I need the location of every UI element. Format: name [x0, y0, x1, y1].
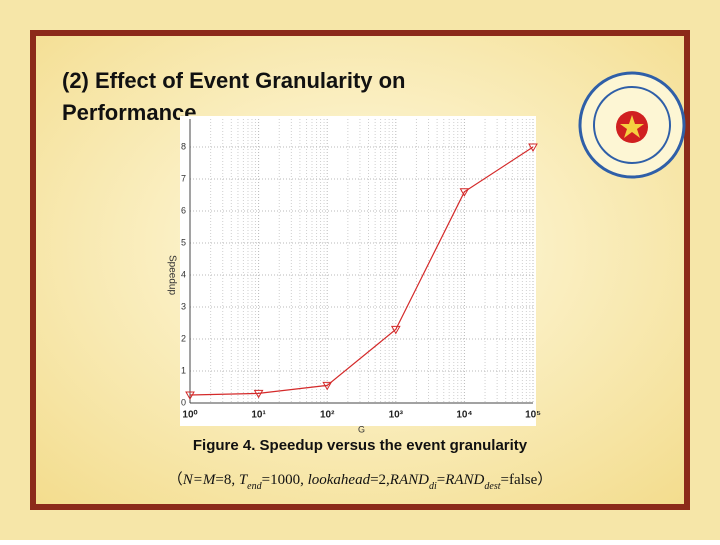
- slide-title: Performance: [62, 100, 197, 125]
- caption-note-segment: （: [168, 471, 183, 488]
- x-tick-label: 10³: [389, 410, 404, 421]
- y-tick-label: 2: [181, 333, 186, 343]
- x-tick-label: 10²: [320, 410, 335, 421]
- x-tick-label: 10⁴: [456, 410, 472, 421]
- caption-note-segment: di: [429, 481, 437, 492]
- caption-note-segment: RAND: [389, 472, 429, 488]
- y-tick-label: 7: [181, 173, 186, 183]
- caption-note-segment: =false）: [501, 471, 553, 488]
- caption-note-segment: lookahead: [308, 472, 371, 488]
- caption-note-segment: T: [239, 472, 249, 488]
- series-line: [189, 146, 534, 396]
- data-marker: [390, 325, 401, 335]
- caption: Figure 4. Speedup versus the event granu…: [193, 437, 528, 454]
- caption-note-segment: =2,: [370, 472, 390, 488]
- caption-note-segment: dest: [484, 481, 500, 492]
- y-tick-label: 6: [181, 205, 186, 215]
- y-tick-label: 5: [181, 237, 186, 247]
- data-marker: [253, 389, 264, 399]
- caption-note-segment: N=M: [182, 472, 217, 488]
- caption-note-segment: RAND: [444, 472, 484, 488]
- chart-background: [180, 116, 536, 426]
- x-tick-label: 10⁰: [182, 410, 197, 421]
- data-marker: [322, 381, 333, 391]
- x-axis-label: G: [358, 424, 365, 434]
- caption-note-segment: =8,: [215, 472, 238, 488]
- y-tick-label: 8: [181, 141, 186, 151]
- caption-note-segment: =: [437, 472, 445, 488]
- y-tick-label: 1: [181, 365, 186, 375]
- caption-note-segment: end: [247, 481, 262, 492]
- slide-title: (2) Effect of Event Granularity on: [62, 68, 406, 93]
- caption-note-segment: =1000,: [262, 472, 308, 488]
- y-axis-label: Speedup: [166, 255, 177, 295]
- y-tick-label: 4: [181, 269, 186, 279]
- y-tick-label: 3: [181, 301, 186, 311]
- y-tick-label: 0: [181, 397, 186, 407]
- x-tick-label: 10⁵: [525, 410, 541, 421]
- x-tick-label: 10¹: [251, 410, 266, 421]
- data-marker: [185, 391, 195, 401]
- data-marker: [528, 143, 538, 153]
- data-marker: [459, 188, 470, 197]
- logo: [578, 71, 686, 179]
- caption-note: （N=M=8, Tend=1000, lookahead=2,RANDdi=RA…: [168, 471, 553, 491]
